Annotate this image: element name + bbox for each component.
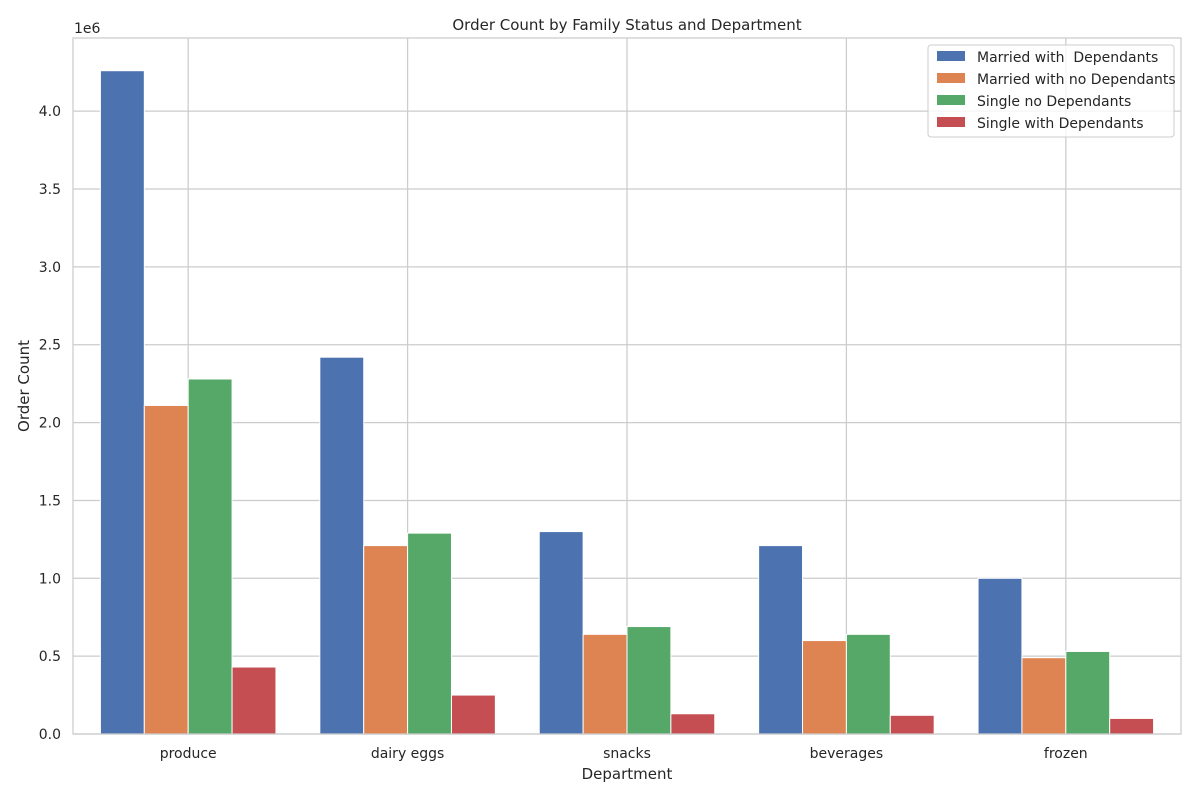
legend-swatch	[937, 73, 965, 83]
x-tick-label: frozen	[1044, 746, 1088, 762]
bar	[363, 545, 409, 735]
x-tick-label: beverages	[810, 746, 884, 762]
y-tick-label: 0.0	[39, 727, 61, 743]
y-tick-label: 2.0	[39, 416, 61, 432]
bar	[143, 404, 189, 735]
plot-frame	[72, 37, 1182, 735]
legend-label: Married with Dependants	[977, 50, 1158, 66]
bar	[538, 531, 584, 735]
bar	[450, 694, 496, 735]
bar	[670, 713, 716, 735]
bars	[99, 70, 1155, 735]
chart-title: Order Count by Family Status and Departm…	[452, 16, 801, 34]
legend: Married with Dependants Married with no D…	[927, 44, 1176, 138]
legend-swatch	[937, 117, 965, 127]
legend-label: Married with no Dependants	[977, 72, 1176, 88]
grid-lines	[73, 38, 1181, 735]
bar	[977, 577, 1023, 735]
y-tick-labels: 0.0 0.5 1.0 1.5 2.0 2.5 3.0 3.5 4.0	[39, 104, 61, 743]
x-tick-label: snacks	[603, 746, 651, 762]
bar	[582, 633, 628, 735]
bar	[758, 545, 804, 735]
x-tick-label: produce	[160, 746, 217, 762]
bar	[319, 356, 365, 735]
legend-label: Single no Dependants	[977, 94, 1131, 110]
legend-swatch	[937, 51, 965, 61]
bar	[99, 70, 145, 735]
bar	[889, 714, 935, 735]
legend-swatch	[937, 95, 965, 105]
y-axis-label: Order Count	[15, 340, 33, 432]
bar	[626, 626, 672, 735]
bar	[187, 378, 233, 735]
x-axis-label: Department	[582, 765, 673, 783]
y-tick-label: 4.0	[39, 104, 61, 120]
y-tick-label: 0.5	[39, 649, 61, 665]
y-tick-label: 1.5	[39, 493, 61, 509]
bar	[407, 532, 452, 735]
x-tick-labels: produce dairy eggs snacks beverages frozen	[160, 746, 1088, 762]
bar	[231, 666, 277, 735]
bar	[1021, 657, 1067, 735]
y-tick-label: 1.0	[39, 571, 61, 587]
y-tick-label: 3.5	[39, 182, 61, 198]
y-scale-label: 1e6	[74, 21, 101, 37]
bar	[1109, 717, 1155, 735]
y-tick-label: 3.0	[39, 260, 61, 276]
bar	[1065, 650, 1111, 735]
x-tick-label: dairy eggs	[371, 746, 445, 762]
bar	[845, 633, 891, 735]
bar	[802, 640, 847, 735]
legend-label: Single with Dependants	[977, 116, 1144, 132]
legend-frame	[927, 44, 1175, 138]
y-tick-label: 2.5	[39, 338, 61, 354]
